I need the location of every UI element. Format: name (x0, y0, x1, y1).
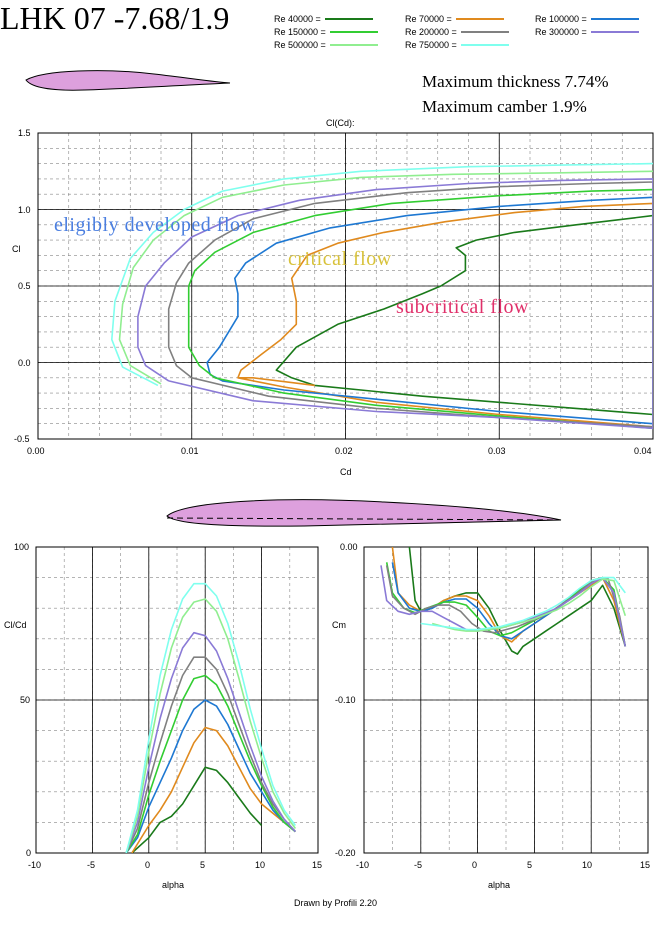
series-line-re-150000 (187, 188, 653, 430)
airfoil-profile-icon (25, 70, 231, 91)
x-tick-label: 15 (312, 860, 323, 870)
x-tick-label: 0.00 (27, 446, 45, 456)
x-tick-label: 15 (640, 860, 651, 870)
series-line-re-150000 (125, 674, 296, 853)
legend-item: Re 100000 = (535, 14, 639, 24)
x-tick-label: -5 (87, 860, 96, 870)
series-line-re-750000 (125, 582, 297, 853)
subcritical-flow-annotation: subcritical flow (396, 296, 529, 318)
x-tick-label: -10 (28, 860, 42, 870)
series-line-re-40000 (408, 547, 627, 655)
cl-cd-polar-chart (37, 132, 654, 440)
max-thickness-label: Maximum thickness 7.74% (422, 72, 609, 91)
y-tick-label: 0.0 (18, 358, 31, 368)
y-tick-label: 50 (20, 695, 31, 705)
legend-label: Re 200000 = (405, 27, 457, 37)
legend-swatch (324, 18, 373, 20)
legend-item: Re 750000 = (405, 40, 509, 50)
y-tick-label: 1.5 (18, 128, 31, 138)
legend-swatch (329, 44, 378, 46)
y-tick-label: 0.00 (340, 542, 358, 552)
critical-flow-annotation: critical flow (288, 248, 392, 270)
cm-alpha-chart (363, 546, 649, 854)
chart-subtitle: Cl(Cd): (326, 118, 355, 128)
x-axis-label: alpha (162, 880, 185, 890)
legend-swatch (590, 18, 639, 20)
series-group (125, 582, 297, 853)
series-line-re-750000 (420, 576, 626, 631)
y-axis-label: Cl (12, 244, 21, 254)
grid-major (364, 547, 648, 853)
y-axis-label: Cm (332, 620, 346, 630)
y-tick-label: -0.5 (14, 434, 30, 444)
series-line-re-750000 (111, 162, 653, 387)
x-tick-label: -10 (356, 860, 370, 870)
y-tick-label: -0.10 (335, 695, 356, 705)
footer-credit: Drawn by Profili 2.20 (293, 898, 378, 908)
plot-frame (363, 546, 649, 854)
series-line-re-100000 (206, 196, 653, 425)
series-line-re-70000 (131, 726, 296, 853)
legend-swatch (455, 18, 504, 20)
x-tick-label: 10 (582, 860, 593, 870)
y-axis-label: Cl/Cd (4, 620, 27, 630)
legend-swatch (590, 31, 639, 33)
x-axis-label: alpha (488, 880, 511, 890)
x-tick-label: 5 (200, 860, 206, 870)
legend-item: Re 150000 = (274, 27, 378, 37)
legend-item: Re 70000 = (405, 14, 504, 24)
y-tick-label: 1.0 (18, 205, 31, 215)
y-tick-label: -0.20 (335, 848, 356, 858)
legend-label: Re 150000 = (274, 27, 326, 37)
airfoil-section-icon (166, 499, 562, 527)
plot-frame (35, 546, 319, 854)
cl-cd-alpha-chart (35, 546, 319, 854)
series-line-re-500000 (118, 170, 653, 385)
x-tick-label: 0 (145, 860, 151, 870)
series-line-re-300000 (137, 178, 653, 430)
series-group (380, 547, 627, 655)
x-tick-label: 0.03 (488, 446, 506, 456)
legend-label: Re 40000 = (274, 14, 321, 24)
series-line-re-500000 (125, 598, 297, 853)
series-line-re-40000 (275, 214, 653, 416)
series-line-re-100000 (125, 699, 296, 853)
chart-title: LHK 07 -7.68/1.9 (0, 0, 230, 36)
legend-label: Re 750000 = (405, 40, 457, 50)
series-group (111, 162, 653, 430)
legend-swatch (460, 31, 509, 33)
legend-item: Re 500000 = (274, 40, 378, 50)
x-tick-label: 0.04 (634, 446, 652, 456)
legend-swatch (329, 31, 378, 33)
grid-major (38, 133, 653, 439)
y-tick-label: 100 (14, 542, 30, 552)
y-tick-label: 0.5 (18, 281, 31, 291)
legend-label: Re 100000 = (535, 14, 587, 24)
series-line-re-70000 (391, 547, 627, 647)
series-line-re-200000 (125, 656, 296, 853)
series-line-re-150000 (385, 562, 627, 647)
x-tick-label: 10 (255, 860, 266, 870)
legend-item: Re 40000 = (274, 14, 373, 24)
y-tick-label: 0 (26, 848, 32, 858)
series-line-re-300000 (125, 631, 296, 853)
series-line-re-40000 (131, 766, 263, 853)
legend-label: Re 500000 = (274, 40, 326, 50)
legend-swatch (460, 44, 509, 46)
legend-item: Re 200000 = (405, 27, 509, 37)
legend-label: Re 70000 = (405, 14, 452, 24)
x-tick-label: 5 (527, 860, 533, 870)
series-line-re-500000 (431, 578, 627, 632)
series-line-re-70000 (237, 202, 653, 428)
x-tick-label: 0.01 (181, 446, 199, 456)
developed-flow-annotation: eligibly developed flow (54, 214, 256, 236)
x-axis-label: Cd (340, 467, 352, 477)
x-tick-label: 0.02 (335, 446, 353, 456)
legend-item: Re 300000 = (535, 27, 639, 37)
x-tick-label: -5 (414, 860, 423, 870)
x-tick-label: 0 (472, 860, 478, 870)
legend-label: Re 300000 = (535, 27, 587, 37)
max-camber-label: Maximum camber 1.9% (422, 97, 587, 116)
